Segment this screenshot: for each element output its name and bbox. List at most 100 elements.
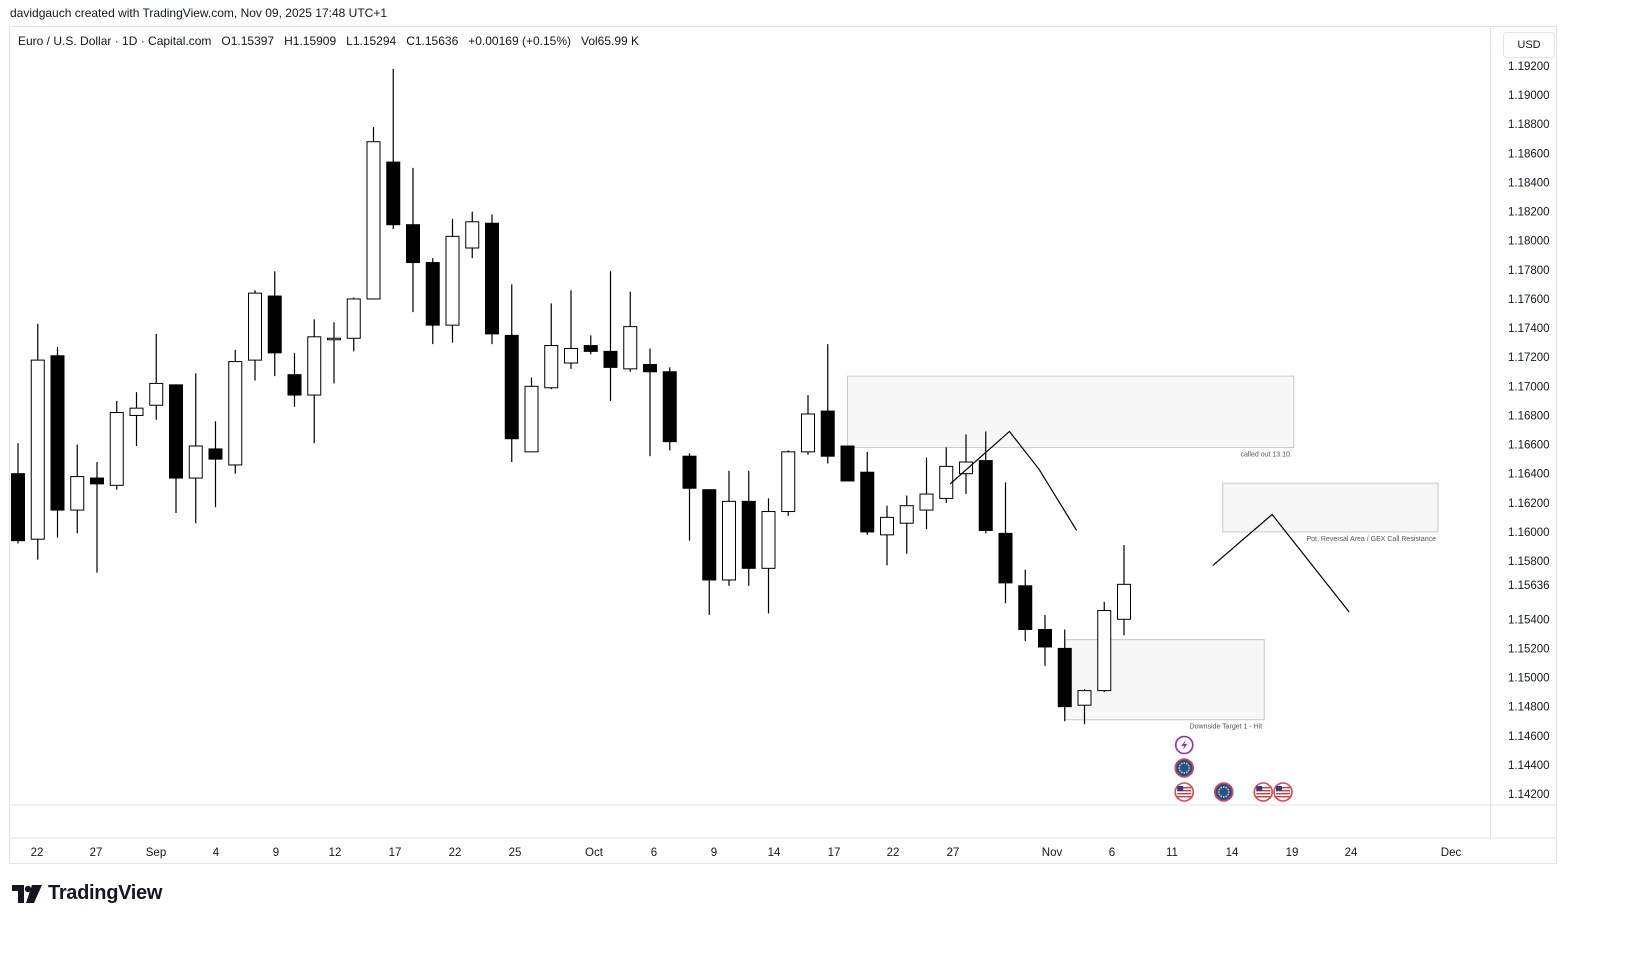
candle-body-down	[978, 460, 993, 531]
candle	[939, 447, 954, 503]
price-scale-separator	[1490, 26, 1491, 838]
candle-body-up	[445, 235, 460, 326]
eu-flag-icon	[1213, 782, 1234, 802]
candle-body-up	[327, 337, 341, 341]
time-tick-label: 25	[509, 847, 522, 859]
us-stripe	[1177, 793, 1192, 795]
candle-body-down	[386, 161, 401, 226]
price-tick-label: 1.15636	[1508, 580, 1550, 592]
candle	[11, 443, 25, 544]
candle	[899, 495, 914, 554]
eu-star	[1178, 767, 1181, 769]
candle-body-down	[643, 363, 657, 373]
time-tick-label: 6	[651, 847, 657, 859]
author-line: davidgauch created with TradingView.com,…	[10, 6, 388, 20]
eu-star	[1185, 762, 1188, 765]
candle-body-up	[939, 465, 954, 499]
tradingview-logo[interactable]: TradingView	[12, 882, 162, 905]
candle	[978, 431, 993, 534]
candle-body-down	[11, 473, 25, 542]
time-tick-label: 14	[768, 847, 781, 859]
candle	[820, 344, 835, 464]
price-tick-label: 1.19200	[1508, 61, 1550, 73]
candle	[998, 482, 1013, 604]
us-canton	[1177, 786, 1184, 791]
candle-body-up	[722, 500, 736, 581]
time-tick-label: 14	[1226, 847, 1239, 859]
lightning-bolt	[1181, 740, 1188, 750]
candle	[307, 319, 322, 444]
candle-body-up	[1077, 690, 1092, 706]
candle-body-down	[425, 262, 440, 326]
eu-star	[1180, 762, 1183, 765]
candle	[90, 462, 104, 573]
candle	[445, 218, 460, 343]
candle-body-up	[188, 445, 203, 479]
price-tick-label: 1.18000	[1508, 236, 1550, 248]
candle-body-down	[267, 295, 282, 354]
candle-body-up	[248, 292, 262, 361]
path-projection-0	[949, 430, 1078, 531]
price-tick-label: 1.15400	[1508, 614, 1550, 626]
eu-star	[1183, 762, 1186, 764]
candle	[702, 489, 717, 615]
price-tick-label: 1.17600	[1508, 294, 1550, 306]
us-stripe	[1177, 796, 1192, 798]
us-flag-disc	[1174, 782, 1195, 802]
us-stripe	[1256, 793, 1271, 795]
eu-star	[1220, 795, 1223, 798]
candle-body-up	[919, 493, 934, 511]
time-tick-label: 4	[213, 847, 220, 859]
candle	[169, 384, 183, 513]
candle-body-up	[129, 407, 144, 416]
candle-body-up	[307, 336, 322, 396]
zone-rect-1	[1222, 482, 1439, 533]
time-tick-label: 22	[887, 847, 900, 859]
candle-body-down	[603, 350, 618, 368]
eu-star	[1218, 793, 1221, 796]
eu-star	[1218, 788, 1221, 791]
candle	[1038, 614, 1052, 666]
candle	[603, 271, 618, 401]
candle-body-down	[90, 477, 104, 485]
currency-button[interactable]: USD	[1503, 32, 1555, 58]
candle	[1077, 689, 1092, 725]
candle	[583, 335, 598, 355]
eu-star	[1185, 771, 1188, 774]
lightning-icon	[1174, 735, 1194, 755]
eu-star	[1188, 767, 1191, 769]
time-tick-label: Sep	[146, 847, 166, 859]
candle	[761, 498, 776, 614]
eu-flag-disc	[1213, 782, 1234, 802]
symbol-legend: Euro / U.S. Dollar · 1D · Capital.com O1…	[18, 34, 640, 48]
candle	[129, 392, 144, 447]
candle-body-up	[564, 347, 578, 364]
time-tick-label: 6	[1109, 847, 1115, 859]
eu-star	[1227, 793, 1229, 796]
candle-body-up	[880, 516, 894, 536]
price-tick-label: 1.17000	[1508, 381, 1550, 393]
candle	[287, 352, 302, 407]
candle-body-up	[366, 141, 381, 300]
candle-body-down	[741, 500, 756, 569]
candle	[959, 434, 973, 495]
price-tick-label: 1.14800	[1508, 702, 1550, 714]
candle-body-down	[860, 471, 875, 533]
candle-body-up	[959, 461, 973, 475]
candles	[11, 68, 1131, 725]
candle	[860, 451, 875, 535]
time-tick-label: 12	[329, 847, 342, 859]
chart-frame	[9, 26, 1557, 864]
candle	[564, 290, 578, 369]
zone-label-1: Pot. Reversal Area / GEX Call Resistance	[1306, 536, 1436, 543]
eu-star	[1227, 791, 1230, 793]
eu-star	[1179, 769, 1181, 772]
candle	[346, 297, 361, 352]
candle-body-up	[761, 511, 776, 569]
zone-label-2: Downside Target 1 - Hit	[1190, 724, 1263, 731]
time-tick-label: 27	[90, 847, 103, 859]
time-tick-label: Oct	[585, 847, 604, 859]
time-tick-label: 22	[449, 847, 462, 859]
zone-rect-0	[847, 375, 1295, 448]
